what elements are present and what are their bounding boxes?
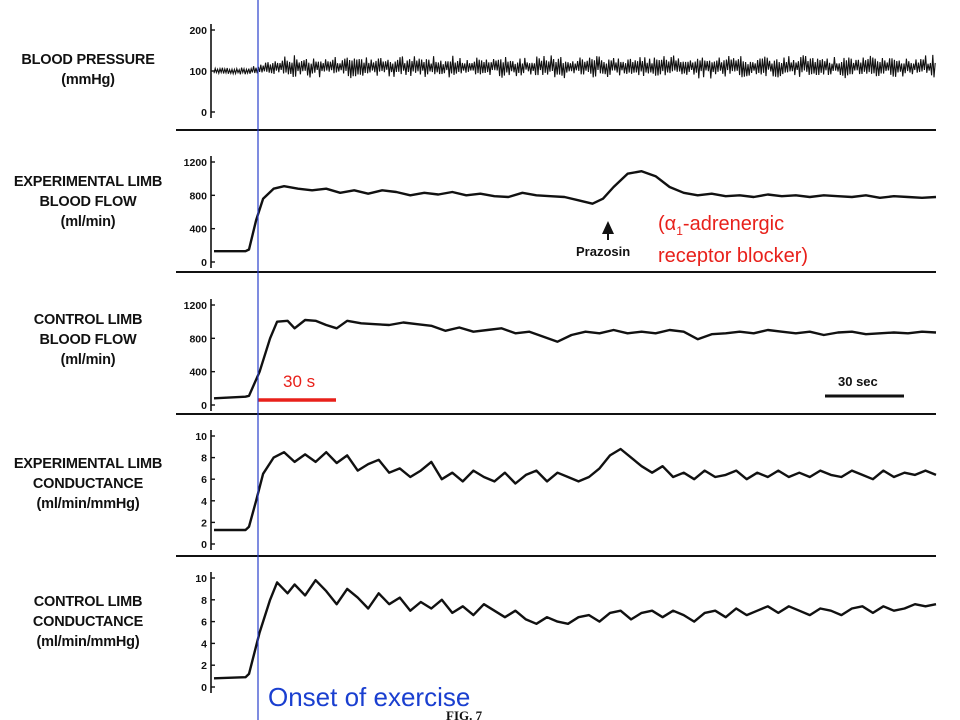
blocker-annotation-line1: (α1-adrenergic <box>658 213 784 238</box>
trace-control-limb-blood-flow <box>213 318 937 400</box>
trace-experimental-limb-conductance <box>214 447 937 532</box>
blocker-subscript: 1 <box>676 224 683 238</box>
panel-label-line: CONTROL LIMB <box>34 312 143 328</box>
y-tick-label: 800 <box>189 190 207 202</box>
panel-label-line: BLOOD FLOW <box>39 332 137 348</box>
figure-number: FIG. 7 <box>446 708 483 720</box>
y-tick-label: 2 <box>201 660 207 672</box>
y-tick-label: 800 <box>189 333 207 345</box>
panels: BLOOD PRESSURE(mmHg)0100200EXPERIMENTAL … <box>14 24 937 694</box>
panel-label-line: (mmHg) <box>61 72 115 88</box>
y-tick-label: 10 <box>195 431 207 443</box>
blocker-line1-rest: -adrenergic <box>683 213 784 235</box>
blocker-paren: ( <box>658 213 665 235</box>
panel-label-line: BLOOD FLOW <box>39 194 137 210</box>
red-time-scale: 30 s <box>258 372 336 402</box>
y-tick-label: 400 <box>189 224 207 236</box>
blocker-alpha: α <box>665 213 677 235</box>
trace-experimental-limb-blood-flow <box>214 170 937 253</box>
y-tick-label: 100 <box>189 66 207 78</box>
y-tick-label: 0 <box>201 682 207 694</box>
y-tick-label: 8 <box>201 595 207 607</box>
y-tick-label: 4 <box>201 638 207 650</box>
trace-blood-pressure <box>213 54 936 79</box>
y-tick-label: 6 <box>201 474 207 486</box>
y-tick-label: 0 <box>201 539 207 551</box>
panel-label-line: CONDUCTANCE <box>33 614 144 630</box>
panel-label-line: EXPERIMENTAL LIMB <box>14 456 162 472</box>
y-tick-label: 1200 <box>184 157 208 169</box>
panel-label-line: (ml/min) <box>61 214 116 230</box>
prazosin-label: Prazosin <box>576 244 630 259</box>
y-tick-label: 4 <box>201 496 207 508</box>
panel-label-line: (ml/min/mmHg) <box>37 496 140 512</box>
y-tick-label: 200 <box>189 25 207 37</box>
y-tick-label: 0 <box>201 107 207 119</box>
prazosin-marker: Prazosin <box>576 221 630 259</box>
time-scale: 30 sec <box>825 374 904 398</box>
prazosin-arrow-icon <box>602 221 614 234</box>
panel-label-line: EXPERIMENTAL LIMB <box>14 174 162 190</box>
y-tick-label: 0 <box>201 400 207 412</box>
trace-control-limb-conductance <box>213 579 937 680</box>
panel-label-line: BLOOD PRESSURE <box>21 52 155 68</box>
panel-label-line: (ml/min) <box>61 352 116 368</box>
y-tick-label: 8 <box>201 453 207 465</box>
y-tick-label: 400 <box>189 367 207 379</box>
time-scale-label: 30 sec <box>838 374 878 389</box>
blocker-annotation-line2: receptor blocker) <box>658 245 808 267</box>
red-time-scale-label: 30 s <box>283 372 315 391</box>
onset-label: Onset of exercise <box>268 682 470 712</box>
y-tick-label: 10 <box>195 573 207 585</box>
y-tick-label: 2 <box>201 517 207 529</box>
y-tick-label: 0 <box>201 257 207 269</box>
y-tick-label: 1200 <box>184 300 208 312</box>
panel-label-line: CONDUCTANCE <box>33 476 144 492</box>
panel-label-line: (ml/min/mmHg) <box>37 634 140 650</box>
y-tick-label: 6 <box>201 617 207 629</box>
panel-label-line: CONTROL LIMB <box>34 594 143 610</box>
